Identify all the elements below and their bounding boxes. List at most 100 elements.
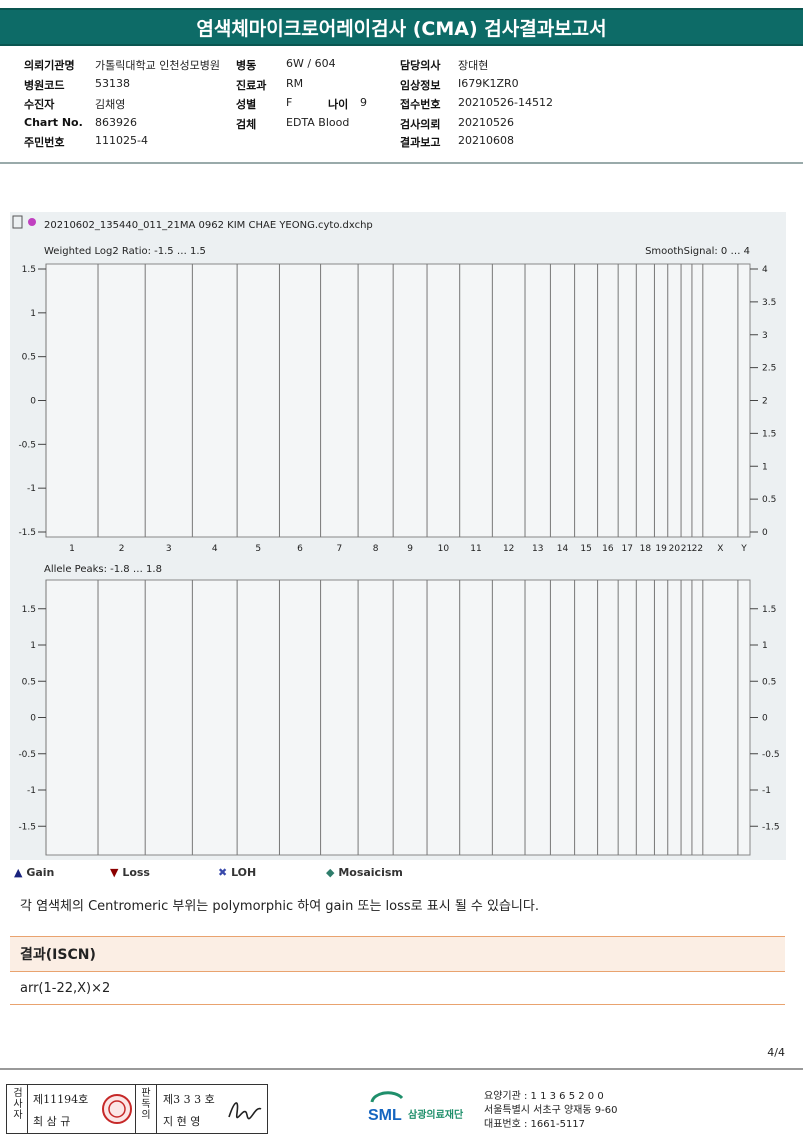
bottom-left-tick: -0.5 [18,750,36,760]
chrom-label-5: 5 [255,544,261,554]
page-number: 4/4 [767,1046,785,1059]
top-right-tick: 0 [762,528,768,538]
gain-icon: ▲ [14,866,23,879]
bottom-right-tick: -1.5 [762,822,780,832]
chrom-label-22: 22 [692,544,703,554]
info-value: 6W / 604 [286,57,336,70]
info-label: 담당의사 [400,59,441,72]
info-label: 임상정보 [400,79,441,92]
svg-text:SML: SML [368,1107,402,1124]
info-value: I679K1ZR0 [458,77,519,90]
chrom-label-2: 2 [119,544,125,554]
bottom-right-tick: -1 [762,786,771,796]
chrom-label-12: 12 [503,544,514,554]
org-address: 요양기관 : 1 1 3 6 5 2 0 0 서울특별시 서초구 양재동 9-6… [484,1091,618,1130]
chrom-label-8: 8 [373,544,379,554]
info-label: 의뢰기관명 [24,59,75,72]
top-right-tick: 1 [762,462,768,472]
chrom-label-16: 16 [602,544,614,554]
info-value: 김채영 [95,98,126,111]
top-right-tick: 2 [762,397,768,407]
info-value: 53138 [95,77,130,90]
info-value: 9 [360,96,367,109]
top-left-tick: 1 [30,309,36,319]
info-value: RM [286,77,304,90]
footer: 검사자 제11194호 최 삼 규 판독의 제3 3 3 호 지 현 영 SML… [0,1068,803,1146]
plot-axes: 1 2 3 4 5 6 7 8 9 10 11 12 13 14 15 16 17 18 19 20 21 22 X Y1.5… [18,263,780,856]
bottom-left-tick: -1 [27,786,36,796]
bottom-left-tick: 0 [30,714,36,724]
info-value: 863926 [95,116,137,129]
bottom-right-tick: -0.5 [762,750,780,760]
bottom-right-tick: 1 [762,641,768,651]
svg-text:삼광의료재단: 삼광의료재단 [408,1108,464,1121]
bottom-panel-label: Allele Peaks: -1.8 … 1.8 [44,564,162,575]
top-right-tick: 0.5 [762,495,776,505]
plot-file-name: 20210602_135440_011_21MA 0962 KIM CHAE Y… [44,220,373,231]
legend-gain: ▲ Gain [14,866,55,879]
bottom-right-tick: 0 [762,714,768,724]
info-value: 장대현 [458,59,489,72]
loss-icon: ▼ [110,866,119,879]
org-logo: SML 삼광의료재단 [368,1088,478,1132]
bottom-right-tick: 0.5 [762,677,776,687]
signature-box: 검사자 제11194호 최 삼 규 판독의 제3 3 3 호 지 현 영 [6,1084,268,1134]
chrom-label-14: 14 [557,544,569,554]
chrom-label-13: 13 [532,544,543,554]
sml-logo: SML 삼광의료재단 [368,1091,464,1124]
centromere-note: 각 염색체의 Centromeric 부위는 polymorphic 하여 ga… [20,899,539,914]
info-value: F [286,96,293,109]
info-value: 20210526 [458,116,514,129]
loh-icon: ✖ [218,866,228,879]
legend-loh: ✖ LOH [218,866,257,879]
top-left-tick: -1 [27,484,36,494]
info-label: 검체 [236,118,257,131]
signer2-number: 제3 3 3 호 [163,1093,215,1106]
signer1-number: 제11194호 [33,1093,89,1106]
top-left-tick: 0 [30,397,36,407]
bottom-left-tick: 1 [30,641,36,651]
bottom-right-tick: 1.5 [762,605,776,615]
chrom-label-19: 19 [655,544,667,554]
chrom-label-18: 18 [640,544,652,554]
chrom-label-15: 15 [580,544,591,554]
signer1-label: 검사자 [13,1088,23,1121]
top-right-tick: 2.5 [762,364,776,374]
info-label: 성별 [236,98,257,111]
chrom-label-20: 20 [669,544,681,554]
top-right-tick: 4 [762,265,768,275]
result-heading: 결과(ISCN) [10,936,785,972]
info-label: 나이 [328,98,349,111]
info-label: 주민번호 [24,136,65,149]
info-value: 111025-4 [95,134,148,147]
chrom-label-X: X [717,544,723,554]
top-left-tick: -1.5 [18,528,36,538]
bottom-left-tick: 1.5 [22,605,36,615]
info-value: 20210526-14512 [458,96,553,109]
top-left-tick: -0.5 [18,440,36,450]
chrom-label-3: 3 [166,544,172,554]
chrom-label-10: 10 [438,544,450,554]
report-title: 염색체마이크로어레이검사 (CMA) 검사결과보고서 [0,8,803,46]
chrom-label-4: 4 [212,544,218,554]
legend-mosaicism: ◆ Mosaicism [326,866,403,879]
cma-plot: 20210602_135440_011_21MA 0962 KIM CHAE Y… [10,212,786,860]
chrom-label-17: 17 [621,544,632,554]
file-icon [12,215,23,229]
info-label: 결과보고 [400,136,441,149]
chrom-label-7: 7 [336,544,342,554]
signer2-name: 지 현 영 [163,1115,201,1128]
chrom-label-21: 21 [681,544,692,554]
seal-icon [102,1094,132,1124]
female-icon [28,218,36,226]
mosaicism-icon: ◆ [326,866,335,879]
info-label: 검사의뢰 [400,118,441,131]
top-left-tick: 1.5 [22,265,36,275]
cma-plot-svg: 20210602_135440_011_21MA 0962 KIM CHAE Y… [12,215,780,856]
top-right-tick: 3.5 [762,298,776,308]
bottom-left-tick: -1.5 [18,822,36,832]
top-left-tick: 0.5 [22,353,36,363]
info-label: 접수번호 [400,98,441,111]
info-label: Chart No. [24,116,83,129]
top-panel-right-label: SmoothSignal: 0 … 4 [645,246,750,257]
